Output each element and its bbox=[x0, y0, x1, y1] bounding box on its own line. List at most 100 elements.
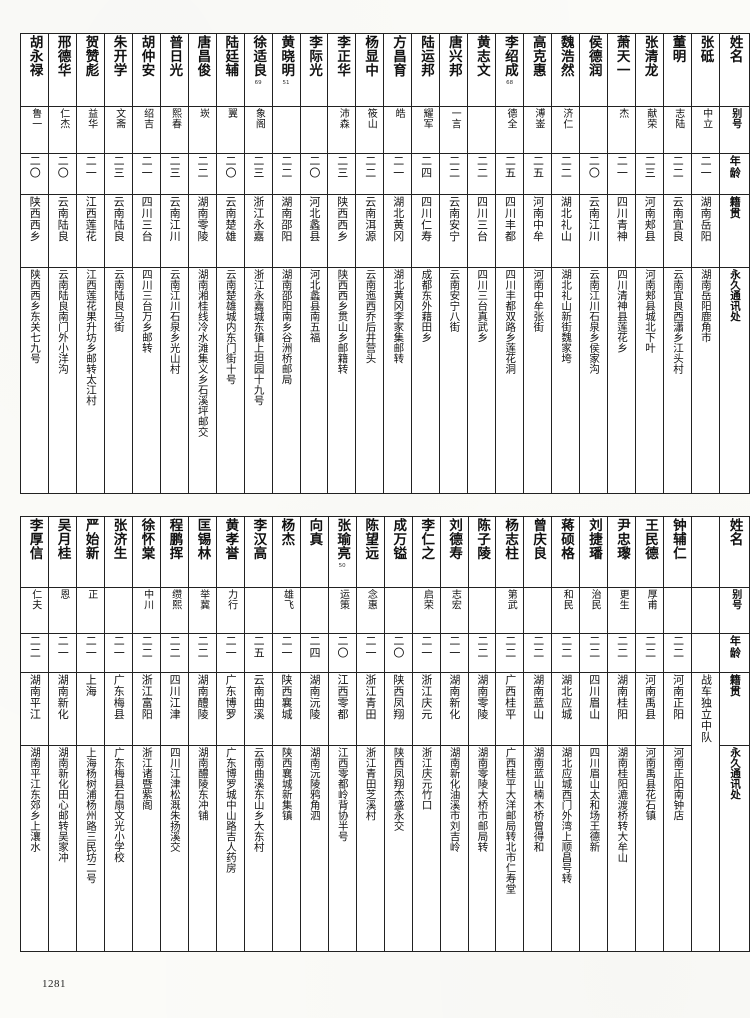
row-header-native: 籍贯 bbox=[719, 672, 750, 746]
age-text: 二一 bbox=[84, 635, 98, 659]
cell-alias: 志宏 bbox=[439, 587, 469, 634]
cell-native: 陕西西乡 bbox=[20, 194, 49, 268]
name-text: 黄晓明 bbox=[278, 35, 295, 77]
cell-name: 杨显中 bbox=[355, 33, 385, 107]
age-text: 二四 bbox=[308, 635, 321, 659]
age-text: 二三 bbox=[335, 155, 349, 179]
native-text: 湖南零陵 bbox=[196, 196, 210, 242]
native-text: 陕西西乡 bbox=[335, 196, 349, 242]
cell-age: 二一 bbox=[271, 633, 301, 673]
cell-native: 云南陆良 bbox=[47, 194, 77, 268]
cell-native: 云南洱源 bbox=[355, 194, 385, 268]
cell-name: 杨志柱 bbox=[495, 516, 525, 588]
roster-row-name: 胡永禄 邢德华 贺赞彪 朱开学 胡仲安 普日光 唐昌俊 陆廷辅 徐适良 69 黄晓明 51 李际光 李正华… bbox=[20, 33, 750, 107]
name-text: 匡锡林 bbox=[194, 518, 211, 560]
cell-native: 云南江川 bbox=[579, 194, 609, 268]
cell-age: 二三 bbox=[634, 153, 664, 195]
address-text: 湖南平江东郊乡上瀼水 bbox=[29, 747, 42, 852]
cell-name: 张济生 bbox=[103, 516, 133, 588]
cell-alias: 运策 bbox=[327, 587, 357, 634]
age-text: 二三 bbox=[168, 155, 182, 179]
age-text: 二二 bbox=[559, 635, 573, 659]
cell-name: 徐怀棠 bbox=[131, 516, 161, 588]
native-text: 湖南桂阳 bbox=[615, 674, 629, 720]
cell-age: 二二 bbox=[663, 633, 693, 673]
native-text: 四川三台 bbox=[475, 196, 489, 242]
cell-name: 张清龙 bbox=[634, 33, 664, 107]
age-text: 二三 bbox=[643, 155, 657, 179]
cell-name: 向真 bbox=[299, 516, 329, 588]
row-header-age: 年龄 bbox=[718, 153, 750, 195]
cell-alias: 献荣 bbox=[634, 106, 664, 154]
cell-alias: 一言 bbox=[439, 106, 469, 154]
row-header-label: 永久通讯处 bbox=[728, 269, 741, 322]
name-text: 徐怀棠 bbox=[138, 518, 155, 560]
native-text: 河南郏县 bbox=[643, 196, 657, 242]
cell-name: 侯德润 bbox=[579, 33, 609, 107]
roster-row-address: 陕西西乡东关七九号 云南陆良南门外小洋沟 江西莲花果升坊乡邮转太江村 云南陆良马街 四川… bbox=[20, 267, 750, 494]
name-text: 杨杰 bbox=[278, 518, 295, 546]
roster-row-age: 二〇 二〇 二一 二三 二一 二三 二二 二〇 二三 二二 二〇 二三 二二 二一 二四 二二 二二 二五 二五 二二… bbox=[20, 153, 750, 195]
cell-alias: 杰 bbox=[607, 106, 636, 154]
alias-text: 举冀 bbox=[197, 589, 209, 610]
native-text: 湖北礼山 bbox=[559, 196, 573, 242]
cell-address: 广东梅县石扇文光小学校 bbox=[103, 745, 133, 952]
cell-age: 二一 bbox=[75, 153, 105, 195]
address-text: 河南禹县花石镇 bbox=[644, 747, 657, 821]
cell-native: 云南曲溪 bbox=[243, 672, 273, 746]
age-text: 二一 bbox=[140, 155, 154, 179]
address-text: 浙江青田芝溪村 bbox=[364, 747, 377, 821]
roster-table-top: 胡永禄 邢德华 贺赞彪 朱开学 胡仲安 普日光 唐昌俊 陆廷辅 徐适良 69 黄晓明 51 李际光 李正华… bbox=[20, 33, 750, 494]
name-text: 张济生 bbox=[110, 518, 127, 560]
native-text: 云南曲溪 bbox=[252, 674, 266, 720]
cell-native: 浙江永嘉 bbox=[243, 194, 273, 268]
cell-address: 河南郏县城北下叶 bbox=[634, 267, 664, 494]
cell-address: 浙江青田芝溪村 bbox=[355, 745, 385, 952]
cell-address: 湖南岳阳鹿角市 bbox=[690, 267, 720, 494]
row-header-name: 姓名 bbox=[718, 33, 750, 107]
cell-alias: 仁夫 bbox=[20, 587, 49, 634]
name-text: 胡永禄 bbox=[26, 35, 43, 77]
age-text: 二〇 bbox=[28, 155, 42, 179]
cell-address: 上海杨树浦杨州路三民坊二号 bbox=[75, 745, 105, 952]
name-text: 李仁之 bbox=[418, 518, 435, 560]
cell-alias: 正 bbox=[75, 587, 105, 634]
cell-age: 二一 bbox=[439, 633, 469, 673]
name-text: 吴月桂 bbox=[54, 518, 71, 560]
age-text: 二一 bbox=[56, 635, 70, 659]
cell-name: 蒋硕格 bbox=[551, 516, 581, 588]
cell-age: 二四 bbox=[411, 153, 441, 195]
cell-alias: 济仁 bbox=[551, 106, 581, 154]
alias-text: 厚甫 bbox=[645, 589, 657, 610]
cell-native: 云南安宁 bbox=[439, 194, 469, 268]
cell-address: 陕西襄城新集镇 bbox=[271, 745, 301, 952]
age-text: 二一 bbox=[363, 635, 377, 659]
age-text: 二〇 bbox=[307, 155, 321, 179]
cell-address: 云南曲溪东山乡大东村 bbox=[243, 745, 273, 952]
native-text: 河南禹县 bbox=[643, 674, 657, 720]
alias-text: 文斋 bbox=[113, 108, 125, 129]
native-text: 浙江庆元 bbox=[419, 674, 433, 720]
native-text: 四川丰都 bbox=[503, 196, 517, 242]
cell-alias: 崁 bbox=[187, 106, 217, 154]
cell-name: 邢德华 bbox=[47, 33, 77, 107]
address-text: 陕西襄城新集镇 bbox=[280, 747, 293, 821]
name-annotation: 50 bbox=[338, 563, 346, 569]
address-text: 四川江津松溉朱扬溪交 bbox=[168, 747, 181, 852]
cell-age: 二五 bbox=[495, 153, 525, 195]
name-text: 蒋硕格 bbox=[558, 518, 575, 560]
cell-name: 钟辅仁 bbox=[663, 516, 693, 588]
roster-table-bottom: 李厚信 吴月桂 严始新 张济生 徐怀棠 程鹏挥 匡锡林 黄孝誉 李汉高 杨杰 向真 张瑜亮 50 陈望远成… bbox=[20, 516, 750, 952]
cell-alias: 厚甫 bbox=[635, 587, 665, 634]
age-text: 二〇 bbox=[335, 635, 349, 659]
native-text: 浙江青田 bbox=[363, 674, 377, 720]
name-text: 胡仲安 bbox=[138, 35, 155, 77]
native-text: 湖南新化 bbox=[447, 674, 461, 720]
cell-name: 李际光 bbox=[299, 33, 329, 107]
cell-native: 浙江富阳 bbox=[131, 672, 161, 746]
cell-native: 江西莲花 bbox=[75, 194, 105, 268]
address-text: 陕西西乡贯山乡邮籍转 bbox=[336, 269, 349, 374]
cell-address: 江西零都岭背协半号 bbox=[327, 745, 357, 952]
native-text: 陕西西乡 bbox=[28, 196, 42, 242]
cell-alias: 启荣 bbox=[411, 587, 441, 634]
